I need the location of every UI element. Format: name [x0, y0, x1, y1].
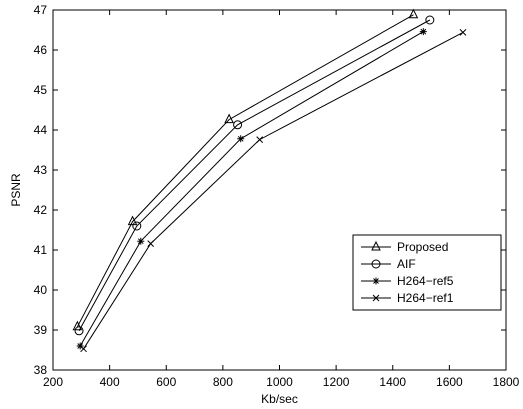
- series-line: [79, 31, 424, 347]
- y-tick-label: 38: [34, 363, 48, 377]
- x-tick-label: 600: [156, 375, 176, 389]
- legend-label: Proposed: [397, 240, 448, 254]
- legend-label: AIF: [397, 257, 416, 271]
- series-3: [80, 29, 467, 353]
- data-point: [147, 240, 155, 247]
- data-point: [419, 28, 427, 36]
- x-tick-label: 200: [43, 375, 63, 389]
- data-point: [256, 136, 264, 143]
- y-tick-label: 41: [34, 243, 48, 257]
- y-axis-label: PSNR: [9, 173, 23, 207]
- legend-marker: [371, 240, 381, 251]
- y-tick-label: 46: [34, 43, 48, 57]
- data-point: [408, 8, 419, 19]
- x-tick-label: 1200: [323, 375, 350, 389]
- x-tick-label: 400: [100, 375, 120, 389]
- legend-marker: [371, 259, 381, 269]
- legend: Proposed AIF H264−ref5 H264−ref1: [352, 234, 502, 311]
- y-tick-label: 44: [34, 123, 48, 137]
- data-point: [76, 342, 84, 350]
- legend-label: H264−ref1: [397, 291, 454, 305]
- data-point: [72, 320, 83, 331]
- x-tick-label: 1800: [493, 375, 520, 389]
- series-group: [72, 8, 467, 353]
- y-tick-label: 47: [34, 3, 48, 17]
- x-tick-label: 1600: [436, 375, 463, 389]
- series-line: [76, 14, 414, 328]
- data-point: [132, 221, 142, 231]
- x-axis-label: Kb/sec: [261, 392, 298, 406]
- legend-label: H264−ref5: [397, 274, 454, 288]
- data-point: [80, 345, 87, 353]
- series-2: [76, 28, 427, 350]
- plot-area: [52, 9, 507, 371]
- series-line: [78, 19, 431, 332]
- y-tick-label: 40: [34, 283, 48, 297]
- series-1: [74, 15, 435, 336]
- axis-ticks: 200 400 600 800 1000 1200 1400 1600 1800 38 39 40 41…: [34, 3, 520, 389]
- data-point: [233, 120, 243, 130]
- legend-marker: [372, 294, 380, 302]
- data-point: [237, 135, 245, 143]
- y-tick-label: 39: [34, 323, 48, 337]
- y-tick-label: 42: [34, 203, 48, 217]
- x-tick-label: 800: [213, 375, 233, 389]
- y-tick-label: 45: [34, 83, 48, 97]
- x-tick-label: 1000: [266, 375, 293, 389]
- data-point: [425, 15, 435, 25]
- data-point: [74, 326, 84, 336]
- data-point: [137, 237, 145, 245]
- legend-marker: [372, 277, 380, 285]
- x-tick-label: 1400: [379, 375, 406, 389]
- y-tick-label: 43: [34, 163, 48, 177]
- series-line: [83, 31, 464, 350]
- data-point: [224, 113, 234, 124]
- data-point: [459, 29, 467, 36]
